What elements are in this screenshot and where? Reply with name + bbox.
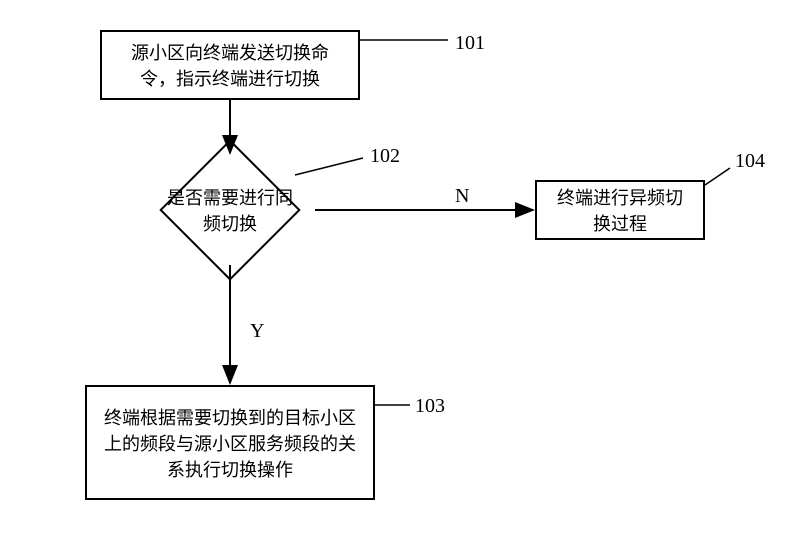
- process-text: 源小区向终端发送切换命令，指示终端进行切换: [114, 39, 346, 91]
- leader-104: [705, 168, 730, 185]
- ref-text: 102: [370, 145, 400, 167]
- ref-text: 101: [455, 32, 485, 54]
- edge-label-text: N: [455, 185, 469, 207]
- process-box-103: 终端根据需要切换到的目标小区上的频段与源小区服务频段的关系执行切换操作: [85, 385, 375, 500]
- decision-diamond-102: 是否需要进行同频切换: [145, 155, 315, 265]
- ref-label-104: 104: [735, 150, 765, 173]
- edge-label-text: Y: [250, 320, 264, 342]
- process-text: 终端根据需要切换到的目标小区上的频段与源小区服务频段的关系执行切换操作: [99, 404, 361, 482]
- edge-label-yes: Y: [250, 320, 264, 343]
- process-box-101: 源小区向终端发送切换命令，指示终端进行切换: [100, 30, 360, 100]
- decision-text: 是否需要进行同频切换: [165, 184, 295, 236]
- ref-label-103: 103: [415, 395, 445, 418]
- ref-text: 104: [735, 150, 765, 172]
- process-text: 终端进行异频切换过程: [549, 184, 691, 236]
- edge-label-no: N: [455, 185, 469, 208]
- process-box-104: 终端进行异频切换过程: [535, 180, 705, 240]
- decision-text-wrap: 是否需要进行同频切换: [145, 155, 315, 265]
- ref-text: 103: [415, 395, 445, 417]
- ref-label-102: 102: [370, 145, 400, 168]
- ref-label-101: 101: [455, 32, 485, 55]
